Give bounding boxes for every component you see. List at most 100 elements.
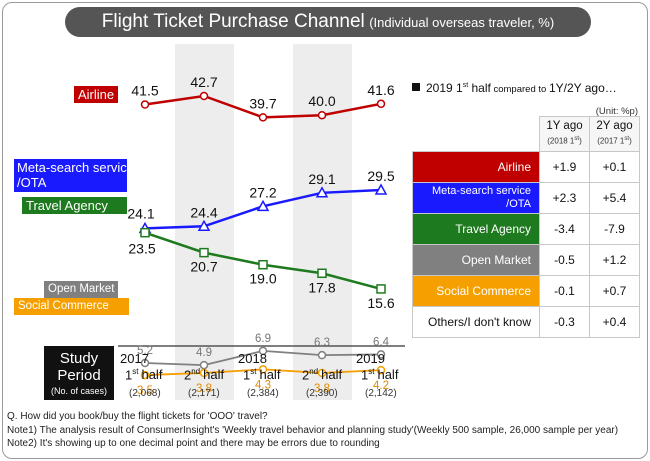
comparison-unit: (Unit: %p) [595, 106, 638, 117]
series-label-open-market: Open Market [44, 281, 119, 298]
data-point-marker [374, 183, 388, 195]
data-value-label: 24.1 [127, 205, 154, 221]
series-label-social-commerce: Social Commerce [14, 298, 129, 315]
data-point-marker [258, 346, 268, 356]
series-label-meta: Meta-search service /OTA [14, 159, 134, 192]
data-value-label: 29.1 [308, 171, 335, 187]
period-year-label: 2018 [238, 351, 267, 366]
comparison-row-label: Airline [412, 151, 540, 183]
data-value-label: 19.0 [249, 271, 276, 287]
comparison-header-2y: 2Y ago (2017 1st) [589, 116, 640, 152]
data-value-label: 17.8 [308, 279, 335, 295]
data-value-label: 4.3 [255, 379, 271, 391]
data-value-label: 23.5 [128, 241, 155, 257]
data-point-marker [317, 110, 327, 120]
comparison-row: Social Commerce -0.1 +0.7 [412, 275, 640, 307]
data-value-label: 20.7 [190, 259, 217, 275]
data-point-marker [140, 370, 150, 380]
data-point-marker [199, 91, 209, 101]
period-half-label: 1st half [125, 367, 163, 383]
comparison-row: Open Market -0.5 +1.2 [412, 244, 640, 276]
data-value-label: 41.5 [131, 83, 158, 99]
period-half-label: 1st half [243, 367, 281, 383]
data-value-label: 5.2 [137, 345, 153, 357]
data-value-label: 39.7 [249, 95, 276, 111]
comparison-row-label: Others/I don't know [412, 306, 540, 338]
comparison-2y-value: +0.1 [589, 151, 640, 183]
comparison-2y-value: +1.2 [589, 244, 640, 276]
comparison-1y-value: +2.3 [539, 182, 590, 214]
data-value-label: 4.2 [373, 380, 389, 392]
comparison-2y-value: +5.4 [589, 182, 640, 214]
comparison-row: Meta-search service /OTA +2.3 +5.4 [412, 182, 640, 214]
comparison-1y-value: -0.5 [539, 244, 590, 276]
period-half-label: 2nd half [184, 367, 225, 383]
period-cases-label: (2,384) [247, 388, 279, 399]
study-period-cases-label: (No. of cases) [50, 386, 108, 396]
data-point-marker [199, 368, 209, 378]
data-point-marker [317, 268, 327, 279]
footnote-note2: Note2) It's showing up to one decimal po… [7, 438, 380, 449]
comparison-row: Travel Agency -3.4 -7.9 [412, 213, 640, 245]
data-value-label: 4.9 [196, 347, 212, 359]
data-value-label: 40.0 [308, 93, 335, 109]
comparison-row: Airline +1.9 +0.1 [412, 151, 640, 183]
data-point-marker [258, 259, 268, 270]
comparison-row-label: Meta-search service /OTA [412, 182, 540, 214]
data-value-label: 6.9 [255, 333, 271, 345]
data-point-marker [317, 350, 327, 360]
data-value-label: 3.5 [137, 385, 153, 397]
period-year-label: 2017 [120, 351, 149, 366]
comparison-2y-value: +0.4 [589, 306, 640, 338]
footnote-question: Q. How did you book/buy the flight ticke… [7, 411, 268, 422]
comparison-2y-value: +0.7 [589, 275, 640, 307]
footnotes: Q. How did you book/buy the flight ticke… [7, 410, 618, 451]
chart-title-bar: Flight Ticket Purchase Channel (Individu… [65, 7, 591, 37]
data-value-label: 29.5 [367, 168, 394, 184]
period-cases-label: (2,142) [365, 388, 397, 399]
data-point-marker [315, 186, 329, 198]
data-point-marker [376, 350, 386, 359]
study-period-title: Study Period [57, 350, 101, 384]
period-cases-label: (2,171) [188, 388, 220, 399]
comparison-row: Others/I don't know -0.3 +0.4 [412, 306, 640, 338]
data-point-marker [140, 100, 150, 109]
data-point-marker [376, 99, 386, 109]
legend-square-icon [412, 83, 420, 91]
comparison-row-label: Open Market [412, 244, 540, 276]
comparison-row-label: Social Commerce [412, 275, 540, 307]
footnote-note1: Note1) The analysis result of ConsumerIn… [7, 424, 619, 436]
data-value-label: 15.6 [367, 295, 394, 311]
comparison-row-label: Travel Agency [412, 213, 540, 245]
series-label-airline: Airline [74, 86, 119, 103]
comparison-1y-value: -0.1 [539, 275, 590, 307]
comparison-1y-value: -0.3 [539, 306, 590, 338]
comparison-2y-value: -7.9 [589, 213, 640, 245]
data-value-label: 27.2 [249, 184, 276, 200]
period-year-label: 2019 [356, 351, 385, 366]
series-label-travel-agency: Travel Agency [22, 197, 127, 214]
comparison-table: 1Y ago (2018 1st) 2Y ago (2017 1st) Airl… [412, 116, 640, 338]
data-value-label: 24.4 [190, 204, 217, 220]
data-point-marker [199, 247, 209, 258]
comparison-1y-value: +1.9 [539, 151, 590, 183]
data-point-marker [317, 368, 327, 378]
data-value-label: 3.8 [196, 383, 212, 395]
data-point-marker [197, 219, 211, 232]
data-value-label: 6.3 [314, 337, 330, 349]
data-point-marker [256, 199, 270, 212]
comparison-legend: 2019 1st half compared to 1Y/2Y ago… [412, 81, 617, 95]
data-point-marker [376, 284, 386, 294]
data-point-marker [258, 113, 268, 122]
data-point-marker [140, 227, 150, 238]
study-period-heading: Study Period (No. of cases) [44, 346, 114, 400]
period-shade-2018-2nd [293, 44, 352, 400]
comparison-header-1y: 1Y ago (2018 1st) [539, 116, 590, 152]
series-label-meta-line2: /OTA [17, 175, 47, 190]
data-value-label: 3.8 [314, 383, 330, 395]
data-point-marker [376, 365, 386, 375]
comparison-header-blank [412, 116, 540, 152]
chart-subtitle: (Individual overseas traveler, %) [369, 15, 555, 30]
data-value-label: 6.4 [373, 336, 390, 348]
